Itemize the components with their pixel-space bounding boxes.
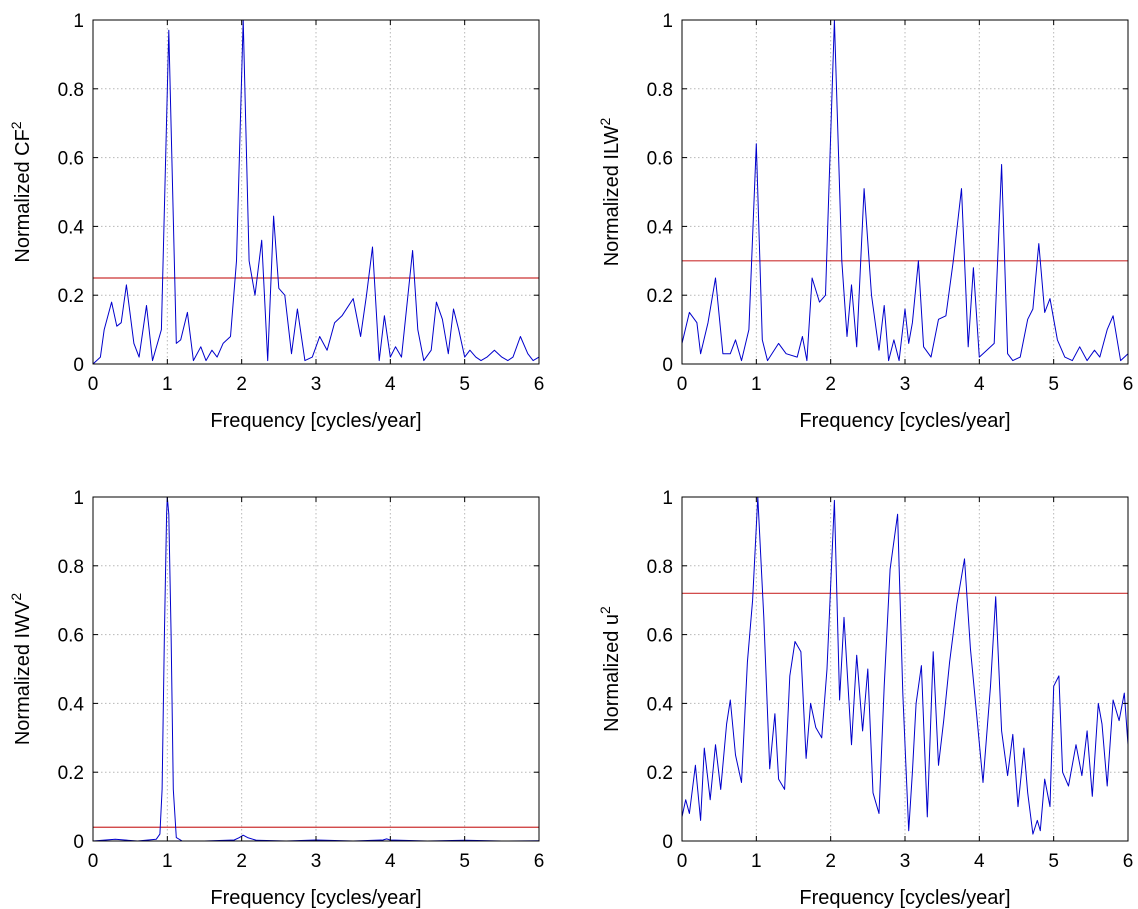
y-tick-label: 0.6 <box>58 626 84 647</box>
y-tick-label: 0.6 <box>647 626 673 647</box>
y-tick-label: 0.2 <box>647 286 673 307</box>
y-axis-label-superscript: 2 <box>8 593 24 601</box>
x-tick-label: 5 <box>459 851 470 872</box>
x-tick-label: 1 <box>751 374 762 395</box>
x-tick-label: 6 <box>534 851 545 872</box>
x-tick-label: 6 <box>1123 851 1134 872</box>
y-axis-label-text: Normalized IWV <box>12 600 34 745</box>
y-tick-label: 1 <box>662 488 673 509</box>
x-tick-label: 1 <box>162 851 173 872</box>
panel-top-right: 0 1 2 3 4 5 6 0 0.2 0.4 0.6 0.8 1 Frequency [cycles/y… <box>597 11 1133 432</box>
y-axis-label: Normalized IWV2 <box>8 593 34 745</box>
y-tick-label: 0.2 <box>58 763 84 784</box>
series-line <box>681 496 1129 835</box>
x-tick-label: 5 <box>1048 851 1059 872</box>
series-line <box>92 19 540 365</box>
x-tick-label: 0 <box>677 851 688 872</box>
x-axis-label: Frequency [cycles/year] <box>210 887 421 909</box>
x-tick-label: 2 <box>236 851 247 872</box>
y-tick-label: 0.6 <box>58 149 84 170</box>
y-axis-label: Normalized u2 <box>597 606 623 732</box>
series-line <box>681 19 1129 362</box>
y-tick-label: 0.8 <box>647 557 673 578</box>
x-tick-label: 1 <box>751 851 762 872</box>
y-tick-label: 0.4 <box>58 694 85 715</box>
y-tick-label: 0.8 <box>647 80 673 101</box>
y-axis-label-superscript: 2 <box>597 606 613 614</box>
x-tick-label: 0 <box>88 851 99 872</box>
y-tick-label: 0.4 <box>58 217 85 238</box>
y-tick-label: 0 <box>73 355 84 376</box>
y-tick-label: 0.6 <box>647 149 673 170</box>
y-axis-label-text: Normalized ILW <box>601 125 623 266</box>
x-tick-label: 4 <box>974 374 985 395</box>
x-tick-label: 0 <box>677 374 688 395</box>
x-axis-label: Frequency [cycles/year] <box>210 410 421 432</box>
y-axis-label: Normalized CF2 <box>8 121 34 262</box>
x-tick-label: 2 <box>236 374 247 395</box>
x-tick-label: 6 <box>534 374 545 395</box>
panel-bottom-left: 0 1 2 3 4 5 6 0 0.2 0.4 0.6 0.8 1 Frequency [cycles/y… <box>8 488 544 909</box>
x-tick-label: 4 <box>385 374 396 395</box>
y-tick-label: 0 <box>662 832 673 853</box>
y-axis-label: Normalized ILW2 <box>597 118 623 267</box>
x-tick-label: 3 <box>900 374 911 395</box>
y-tick-label: 1 <box>662 11 673 32</box>
x-tick-label: 4 <box>974 851 985 872</box>
y-axis-label-text: Normalized CF <box>12 129 34 262</box>
x-tick-label: 3 <box>900 851 911 872</box>
x-axis-label: Frequency [cycles/year] <box>799 887 1010 909</box>
x-axis-label: Frequency [cycles/year] <box>799 410 1010 432</box>
panel-top-left: 0 1 2 3 4 5 6 0 0.2 0.4 0.6 0.8 1 Frequency [cycles/y… <box>8 11 544 432</box>
x-tick-label: 0 <box>88 374 99 395</box>
x-tick-label: 2 <box>825 851 836 872</box>
y-axis-label-text: Normalized u <box>601 614 623 732</box>
y-tick-label: 0 <box>662 355 673 376</box>
y-tick-label: 0.8 <box>58 80 84 101</box>
y-tick-label: 0 <box>73 832 84 853</box>
y-tick-label: 0.4 <box>647 694 674 715</box>
x-tick-label: 2 <box>825 374 836 395</box>
y-tick-label: 0.2 <box>58 286 84 307</box>
x-tick-label: 5 <box>1048 374 1059 395</box>
x-tick-label: 5 <box>459 374 470 395</box>
x-tick-label: 3 <box>311 374 322 395</box>
y-tick-label: 0.8 <box>58 557 84 578</box>
y-tick-label: 0.4 <box>647 217 674 238</box>
x-tick-label: 6 <box>1123 374 1134 395</box>
y-axis-label-superscript: 2 <box>8 121 24 129</box>
y-axis-label-superscript: 2 <box>597 118 613 126</box>
x-tick-label: 3 <box>311 851 322 872</box>
x-tick-label: 4 <box>385 851 396 872</box>
x-tick-label: 1 <box>162 374 173 395</box>
y-tick-label: 1 <box>73 11 84 32</box>
panel-bottom-right: 0 1 2 3 4 5 6 0 0.2 0.4 0.6 0.8 1 Frequency [cycles/y… <box>597 488 1133 909</box>
y-tick-label: 0.2 <box>647 763 673 784</box>
y-tick-label: 1 <box>73 488 84 509</box>
